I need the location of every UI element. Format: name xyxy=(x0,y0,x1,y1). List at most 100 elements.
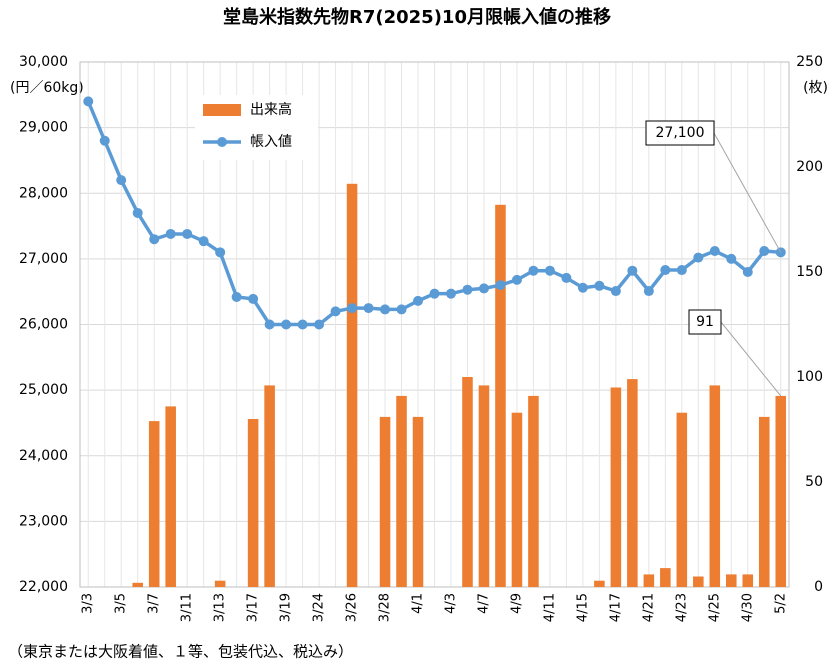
bar xyxy=(660,568,671,587)
x-tick-label: 3/13 xyxy=(213,593,228,622)
bar xyxy=(610,387,622,587)
x-tick-label: 5/2 xyxy=(773,593,788,614)
x-tick-label: 3/5 xyxy=(114,593,129,614)
x-tick-label: 4/11 xyxy=(542,593,557,622)
point xyxy=(248,293,259,304)
y-tick-label: 28,000 xyxy=(19,185,68,201)
x-tick-label: 4/1 xyxy=(411,593,426,614)
legend-swatch xyxy=(217,137,227,147)
y-tick-label: 30,000 xyxy=(19,54,68,70)
point xyxy=(676,265,687,276)
footnote: （東京または大阪着値、１等、包装代込、税込み） xyxy=(8,643,353,661)
x-tick-label: 4/25 xyxy=(707,593,722,622)
point xyxy=(759,246,770,256)
x-tick-label: 4/30 xyxy=(740,593,755,622)
bar xyxy=(462,377,473,587)
bar xyxy=(775,395,787,587)
bar xyxy=(594,580,605,587)
callout-box xyxy=(688,309,722,335)
point xyxy=(380,304,391,315)
y-axis-label: (円／60kg) xyxy=(10,80,84,96)
x-tick-label: 4/3 xyxy=(443,593,458,614)
point xyxy=(330,306,341,317)
bar xyxy=(676,412,688,587)
bar xyxy=(346,183,358,588)
bar xyxy=(495,204,506,588)
x-tick-label: 3/7 xyxy=(147,593,162,614)
point xyxy=(363,303,374,314)
point xyxy=(231,291,242,302)
x-tick-label: 3/19 xyxy=(279,593,294,622)
bar xyxy=(247,419,259,587)
x-tick-label: 3/28 xyxy=(378,593,393,622)
y2-axis-label: (枚) xyxy=(803,80,828,96)
legend-label: 帳入値 xyxy=(250,134,292,150)
point xyxy=(660,265,671,276)
bar xyxy=(511,412,523,587)
y2-tick-label: 0 xyxy=(814,579,823,595)
point xyxy=(347,303,358,314)
y2-tick-label: 200 xyxy=(796,159,823,175)
bar xyxy=(264,385,275,587)
point xyxy=(281,319,292,330)
x-tick-label: 3/17 xyxy=(246,593,261,622)
point xyxy=(577,282,588,293)
point xyxy=(413,295,424,306)
point xyxy=(478,283,489,294)
chart-title: 堂島米指数先物R7(2025)10月限帳入値の推移 xyxy=(223,6,611,28)
point xyxy=(462,284,473,295)
point xyxy=(99,135,110,146)
point xyxy=(561,272,572,283)
x-tick-label: 3/24 xyxy=(312,593,327,622)
point xyxy=(396,304,407,315)
bar xyxy=(478,385,490,587)
y-tick-label: 24,000 xyxy=(19,448,68,464)
point xyxy=(726,253,737,264)
bar xyxy=(726,574,737,587)
bar xyxy=(709,385,721,587)
legend-label: 出来高 xyxy=(250,101,292,118)
y2-tick-label: 250 xyxy=(796,54,823,70)
bar xyxy=(643,574,655,587)
point xyxy=(314,319,325,330)
point xyxy=(182,228,193,239)
callout-leader xyxy=(713,132,782,253)
bar xyxy=(214,580,226,587)
point xyxy=(149,234,160,245)
callout-box xyxy=(645,120,715,146)
x-tick-label: 4/9 xyxy=(509,593,524,614)
data-label: 91 xyxy=(696,314,714,330)
point xyxy=(511,274,522,285)
x-tick-label: 4/7 xyxy=(476,593,491,614)
x-tick-label: 3/3 xyxy=(81,593,96,614)
point xyxy=(264,319,275,330)
bar xyxy=(693,576,704,587)
point xyxy=(627,265,638,276)
x-tick-label: 4/17 xyxy=(608,593,623,622)
bar xyxy=(132,582,143,587)
y-tick-label: 22,000 xyxy=(19,579,68,595)
bar xyxy=(148,421,160,587)
plot-frame xyxy=(79,61,790,588)
y2-tick-label: 100 xyxy=(796,369,823,385)
point xyxy=(742,267,753,277)
x-tick-label: 3/26 xyxy=(345,593,360,622)
y-tick-label: 26,000 xyxy=(19,317,68,333)
point xyxy=(709,246,720,256)
y-tick-label: 25,000 xyxy=(19,382,68,398)
bar xyxy=(758,416,770,587)
point xyxy=(83,96,94,107)
x-tick-label: 4/15 xyxy=(575,593,590,622)
legend-swatch xyxy=(203,104,241,116)
point xyxy=(594,280,605,291)
point xyxy=(429,288,440,299)
y-tick-label: 27,000 xyxy=(19,251,68,267)
x-tick-label: 4/21 xyxy=(641,593,656,622)
data-label: 27,100 xyxy=(656,125,705,141)
bar xyxy=(379,416,391,587)
bar xyxy=(165,406,176,587)
callout-leader xyxy=(720,321,782,397)
point xyxy=(297,319,308,330)
